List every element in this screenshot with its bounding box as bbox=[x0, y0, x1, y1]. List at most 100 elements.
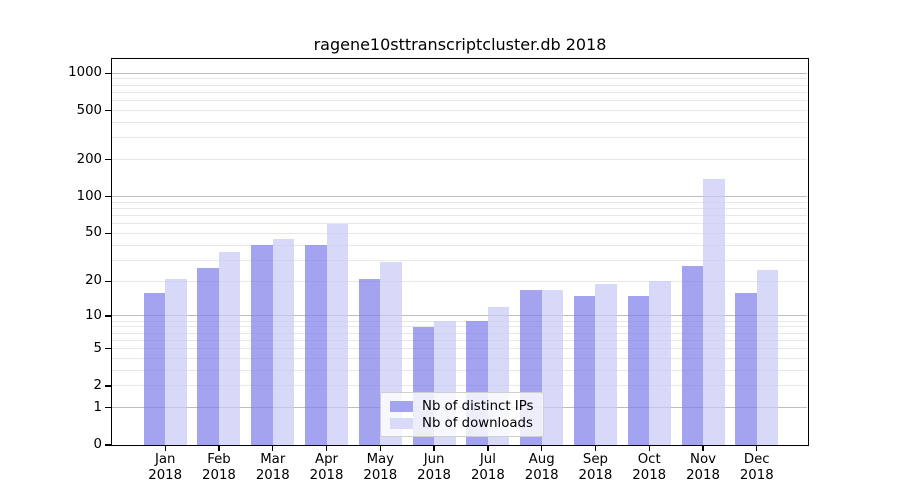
bar-downloads-dec bbox=[756, 269, 779, 445]
y-axis-tick-label: 50 bbox=[85, 225, 102, 241]
y-gridline-minor bbox=[112, 332, 807, 334]
legend-swatch-downloads bbox=[390, 418, 413, 429]
y-gridline-minor bbox=[112, 280, 807, 282]
bar-distinct-ips-feb bbox=[197, 267, 219, 445]
y-axis-tick bbox=[105, 280, 112, 282]
legend-item-distinct-ips: Nb of distinct IPs bbox=[390, 398, 543, 415]
x-axis-tick-label: Jun 2018 bbox=[417, 452, 452, 483]
y-axis-tick-label: 200 bbox=[76, 151, 102, 167]
legend: Nb of distinct IPs Nb of downloads bbox=[380, 392, 544, 437]
bar-downloads-apr bbox=[326, 223, 349, 445]
bar-distinct-ips-dec bbox=[735, 292, 757, 445]
y-gridline-major bbox=[112, 315, 807, 317]
y-axis-tick-label: 100 bbox=[76, 188, 102, 204]
bar-distinct-ips-may bbox=[358, 278, 381, 445]
y-axis-tick bbox=[105, 385, 112, 387]
y-axis-tick-label: 2 bbox=[93, 377, 102, 393]
legend-swatch-distinct-ips bbox=[390, 401, 413, 412]
y-axis-tick bbox=[105, 109, 112, 112]
y-axis-tick-label: 10 bbox=[85, 307, 102, 323]
x-axis-tick-label: May 2018 bbox=[363, 452, 398, 483]
x-axis-tick-label: Oct 2018 bbox=[632, 452, 667, 483]
y-axis-tick bbox=[105, 315, 112, 317]
x-axis-tick bbox=[540, 446, 543, 451]
y-axis-tick bbox=[105, 347, 112, 350]
bar-downloads-jan bbox=[165, 278, 187, 445]
y-gridline-minor bbox=[112, 137, 807, 139]
y-gridline-minor bbox=[112, 259, 807, 261]
bar-distinct-ips-oct bbox=[627, 295, 650, 445]
x-axis-tick bbox=[379, 446, 381, 451]
y-axis-tick-label: 500 bbox=[76, 102, 102, 118]
plot-border bbox=[111, 58, 809, 446]
x-axis-tick-label: Sep 2018 bbox=[578, 452, 613, 483]
bar-downloads-mar bbox=[272, 239, 295, 445]
y-gridline-major bbox=[112, 72, 807, 74]
x-axis-tick-label: Jul 2018 bbox=[470, 452, 505, 483]
y-axis-tick bbox=[105, 407, 112, 409]
bar-downloads-feb bbox=[218, 252, 241, 445]
y-gridline-minor bbox=[112, 110, 807, 112]
y-gridline-minor bbox=[112, 348, 807, 350]
y-axis-tick bbox=[105, 196, 112, 198]
y-gridline-minor bbox=[112, 223, 807, 225]
x-axis-tick-label: Feb 2018 bbox=[202, 452, 236, 483]
y-axis-tick bbox=[105, 72, 112, 74]
bar-downloads-aug bbox=[541, 289, 564, 445]
y-gridline-minor bbox=[112, 122, 807, 124]
y-gridline-minor bbox=[112, 201, 807, 203]
legend-label-downloads: Nb of downloads bbox=[422, 416, 533, 431]
chart-title: ragene10sttranscriptcluster.db 2018 bbox=[313, 35, 607, 54]
y-gridline-minor bbox=[112, 326, 807, 328]
y-gridline-minor bbox=[112, 320, 807, 322]
bar-distinct-ips-jan bbox=[143, 292, 166, 445]
bar-distinct-ips-mar bbox=[251, 245, 273, 445]
bar-downloads-oct bbox=[649, 281, 671, 445]
x-axis-tick-label: Aug 2018 bbox=[524, 452, 559, 483]
y-gridline-minor bbox=[112, 159, 807, 161]
x-axis-tick-label: Nov 2018 bbox=[686, 452, 720, 483]
x-axis-tick-label: Jan 2018 bbox=[148, 452, 183, 483]
y-axis-tick bbox=[105, 158, 112, 161]
y-gridline-minor bbox=[112, 100, 807, 102]
bar-distinct-ips-apr bbox=[305, 245, 327, 445]
y-gridline-minor bbox=[112, 232, 807, 234]
bar-downloads-nov bbox=[703, 178, 725, 445]
y-axis-tick-label: 1 bbox=[93, 399, 102, 415]
x-axis-tick-label: Dec 2018 bbox=[739, 452, 774, 483]
y-axis-tick-label: 5 bbox=[93, 340, 102, 356]
y-gridline-minor bbox=[112, 208, 807, 210]
legend-item-downloads: Nb of downloads bbox=[390, 415, 543, 432]
y-axis-tick-label: 1000 bbox=[68, 65, 102, 81]
bar-distinct-ips-sep bbox=[573, 295, 596, 445]
x-axis-tick bbox=[487, 446, 489, 451]
y-gridline-minor bbox=[112, 84, 807, 86]
y-axis-tick-label: 20 bbox=[85, 273, 102, 289]
x-axis-tick bbox=[433, 446, 435, 451]
y-axis-tick bbox=[105, 232, 112, 235]
x-axis-tick bbox=[218, 446, 220, 451]
y-gridline-minor bbox=[112, 215, 807, 217]
y-gridline-minor bbox=[112, 244, 807, 246]
x-axis-tick bbox=[594, 446, 597, 451]
x-axis-tick bbox=[325, 446, 328, 451]
y-gridline-minor bbox=[112, 78, 807, 80]
x-axis-tick bbox=[702, 446, 704, 451]
x-axis-tick bbox=[164, 446, 166, 451]
x-axis-tick bbox=[756, 446, 758, 451]
y-gridline-major bbox=[112, 196, 807, 198]
y-gridline-minor bbox=[112, 369, 807, 371]
x-axis-tick-label: Mar 2018 bbox=[255, 452, 290, 483]
bar-distinct-ips-nov bbox=[681, 265, 703, 445]
x-axis-tick bbox=[272, 446, 274, 451]
legend-label-distinct-ips: Nb of distinct IPs bbox=[422, 399, 534, 414]
y-gridline-minor bbox=[112, 385, 807, 387]
bar-downloads-sep bbox=[595, 283, 617, 445]
y-gridline-minor bbox=[112, 91, 807, 93]
y-gridline-minor bbox=[112, 339, 807, 341]
y-axis-tick-label: 0 bbox=[93, 437, 102, 452]
x-axis-tick-label: Apr 2018 bbox=[309, 452, 344, 483]
y-gridline-minor bbox=[112, 357, 807, 359]
x-axis-tick bbox=[648, 446, 650, 451]
